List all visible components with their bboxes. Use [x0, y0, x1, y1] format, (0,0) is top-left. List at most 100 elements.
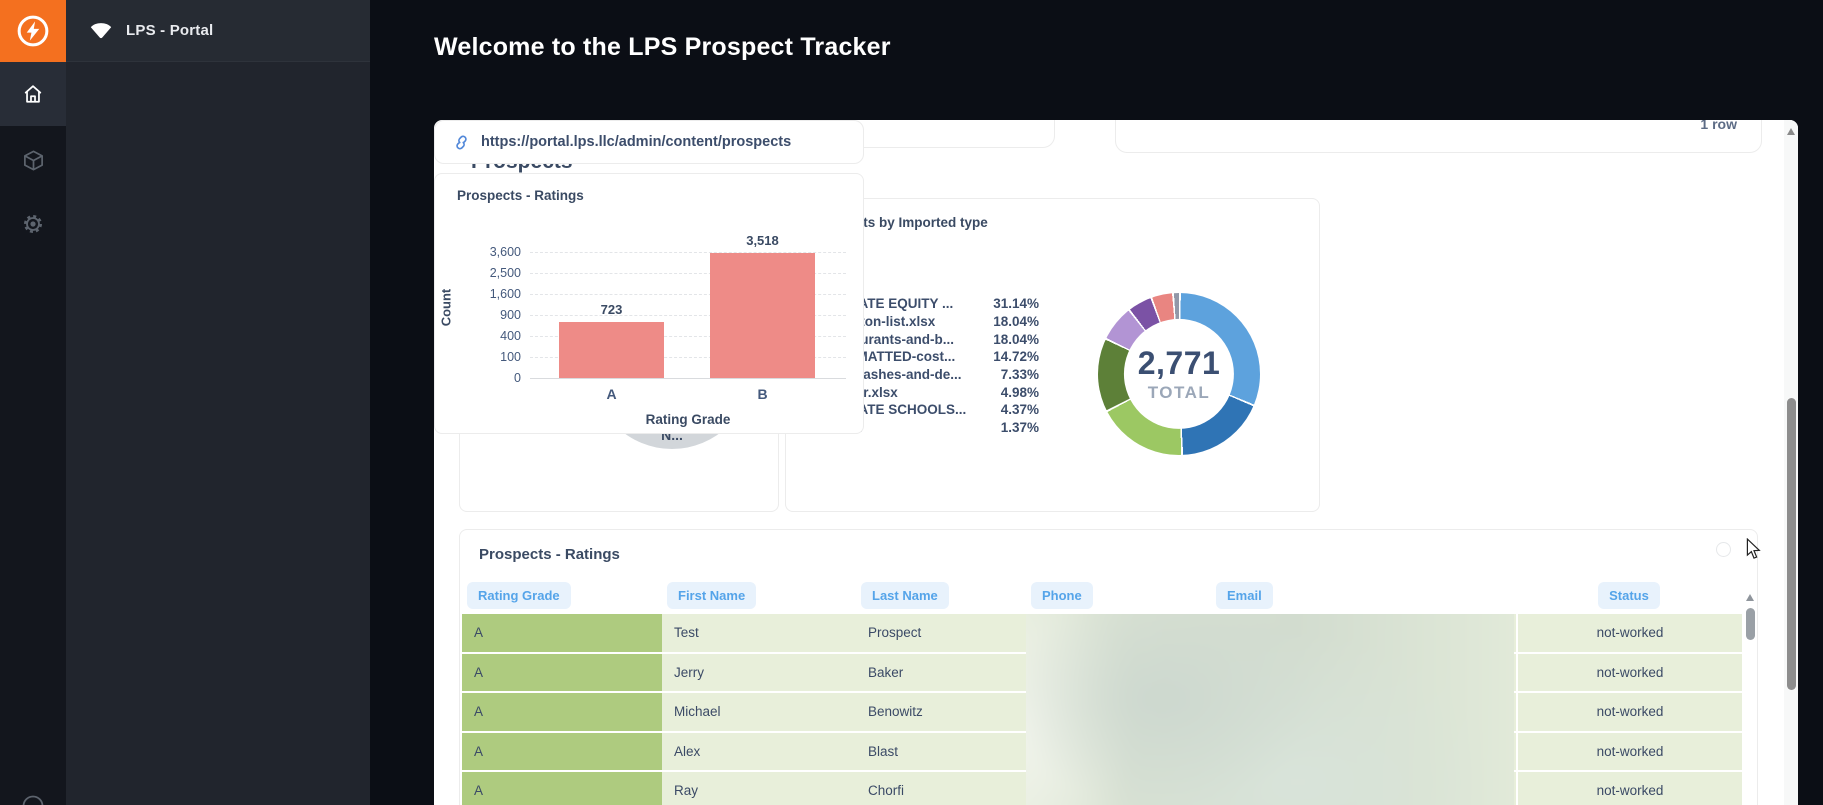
content-panel: No results! 1 row Prospects Prospects, C… — [434, 120, 1798, 805]
gear-icon — [21, 212, 45, 236]
donut-total-value: 2,771 — [1137, 345, 1221, 381]
table-cell: A — [462, 614, 662, 652]
lightning-bolt-logo-icon — [16, 14, 50, 48]
table-cell: Blast — [856, 732, 1026, 770]
legend-value: 7.33% — [1000, 367, 1039, 383]
table-cell: A — [462, 653, 662, 691]
scroll-up-icon[interactable] — [1746, 594, 1754, 601]
row-count-text: 1 row — [1700, 120, 1737, 132]
column-header-first-name[interactable]: First Name — [667, 581, 757, 609]
table-title: Prospects - Ratings — [479, 546, 620, 563]
table-row[interactable]: A Ray Chorfi not-worked — [462, 772, 1742, 805]
bar[interactable] — [559, 321, 664, 378]
bar-value-label: 723 — [600, 301, 623, 317]
sidebar-item-apps[interactable] — [0, 128, 66, 192]
column-header-last-name[interactable]: Last Name — [861, 581, 949, 609]
y-tick-label: 400 — [500, 329, 521, 343]
legend-value: 1.37% — [1000, 420, 1039, 436]
table-cell — [1026, 614, 1211, 652]
bar[interactable] — [710, 253, 815, 378]
legend-value: 31.14% — [993, 296, 1039, 312]
table-cell — [1026, 693, 1211, 731]
x-tick-label: B — [757, 386, 768, 402]
app-logo[interactable] — [0, 0, 66, 62]
page-title: Welcome to the LPS Prospect Tracker — [434, 33, 891, 61]
y-tick-label: 100 — [500, 350, 521, 364]
sidebar-item-home[interactable] — [0, 62, 66, 126]
table-cell — [1026, 653, 1211, 691]
main-area: Welcome to the LPS Prospect Tracker No r… — [370, 0, 1823, 805]
column-header-rating-grade[interactable]: Rating Grade — [467, 581, 571, 609]
legend-value: 18.04% — [993, 331, 1039, 347]
imported-type-donut-chart[interactable]: 2,771 TOTAL — [1098, 293, 1260, 455]
gridline — [530, 294, 846, 295]
ratings-bar-chart-card: Prospects - Ratings Count Rating Grade 3… — [434, 173, 864, 434]
cube-icon — [22, 149, 45, 172]
table-cell — [1211, 693, 1516, 731]
link-url-text: https://portal.lps.llc/admin/content/pro… — [481, 134, 792, 150]
table-scrollbar[interactable] — [1745, 590, 1756, 805]
table-cell — [1026, 772, 1211, 805]
column-header-email[interactable]: Email — [1216, 581, 1273, 609]
table-cell: Michael — [662, 693, 856, 731]
table-row[interactable]: A Test Prospect not-worked — [462, 614, 1742, 652]
table-header-cell: Last Name — [856, 578, 1026, 612]
user-avatar-icon[interactable] — [22, 795, 44, 805]
gridline — [530, 252, 846, 253]
table-cell — [1211, 653, 1516, 691]
link-icon — [453, 134, 470, 151]
home-icon — [22, 83, 44, 105]
gridline — [530, 273, 846, 274]
table-row[interactable]: A Michael Benowitz not-worked — [462, 693, 1742, 731]
table-cell: Test — [662, 614, 856, 652]
portal-fan-icon — [89, 21, 113, 40]
sidebar-header: LPS - Portal — [66, 0, 370, 62]
page-scrollbar-thumb[interactable] — [1786, 398, 1796, 690]
table-header-cell: Status — [1516, 578, 1742, 612]
table-cell: Ray — [662, 772, 856, 805]
table-row[interactable]: A Alex Blast not-worked — [462, 732, 1742, 770]
table-header-cell: Rating Grade — [462, 578, 662, 612]
gridline — [530, 315, 846, 316]
table-row[interactable]: A Jerry Baker not-worked — [462, 653, 1742, 691]
column-header-phone[interactable]: Phone — [1031, 581, 1093, 609]
table-cell: not-worked — [1516, 693, 1742, 731]
table-cell — [1211, 772, 1516, 805]
x-axis-label: Rating Grade — [645, 412, 731, 427]
imported-type-donut-card: Prospects by Imported type PRIVATE EQUIT… — [785, 198, 1320, 512]
y-tick-label: 0 — [514, 371, 521, 385]
chart-title: Prospects - Ratings — [457, 188, 584, 203]
legend-value: 14.72% — [993, 349, 1039, 365]
x-tick-label: A — [606, 386, 617, 402]
table-header-cell: First Name — [662, 578, 856, 612]
table-cell — [1211, 732, 1516, 770]
brand-label: LPS - Portal — [126, 22, 214, 39]
table-cell: not-worked — [1516, 614, 1742, 652]
column-header-status[interactable]: Status — [1598, 581, 1660, 609]
legend-value: 4.98% — [1000, 384, 1039, 400]
sidebar-panel: LPS - Portal — [66, 0, 370, 805]
gridline — [530, 357, 846, 358]
sidebar-item-settings[interactable] — [0, 192, 66, 256]
table-header-cell: Phone — [1026, 578, 1211, 612]
ratings-table-card: Prospects - Ratings Rating Grade First Na… — [459, 529, 1758, 805]
table-cell — [1026, 732, 1211, 770]
table-cell: Baker — [856, 653, 1026, 691]
legend-value: 4.37% — [1000, 402, 1039, 418]
table-cell: A — [462, 772, 662, 805]
table-cell: A — [462, 693, 662, 731]
page-scrollbar[interactable] — [1784, 120, 1798, 805]
table-body: A Test Prospect not-worked A Jerry Baker not-wo… — [462, 614, 1742, 805]
gridline — [530, 378, 846, 379]
prospects-admin-link[interactable]: https://portal.lps.llc/admin/content/pro… — [434, 120, 864, 164]
row-count-card: 1 row — [1115, 120, 1762, 153]
y-tick-label: 900 — [500, 308, 521, 322]
table-header-row: Rating Grade First Name Last Name Phone Emai… — [462, 578, 1742, 612]
sidebar-rail — [0, 0, 66, 805]
table-options-icon[interactable] — [1716, 542, 1731, 557]
scroll-up-icon[interactable] — [1786, 128, 1795, 135]
gridline — [530, 336, 846, 337]
table-scrollbar-thumb[interactable] — [1746, 608, 1755, 640]
mouse-cursor — [1744, 537, 1764, 565]
